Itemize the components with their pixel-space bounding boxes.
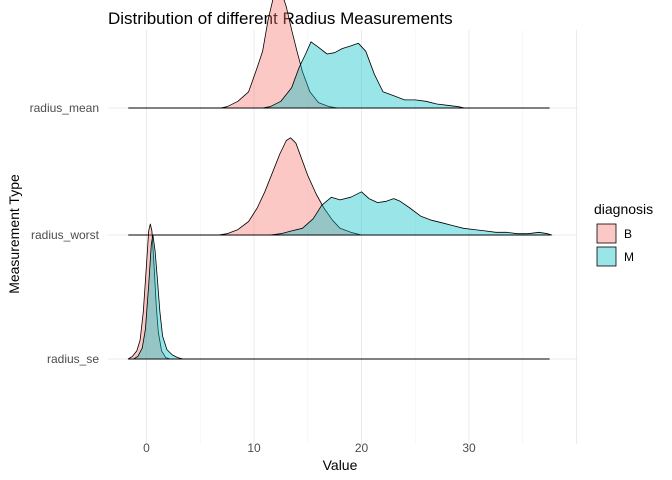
density-radius_worst-B bbox=[218, 137, 362, 236]
legend-key-B bbox=[596, 223, 617, 244]
chart-title: Distribution of different Radius Measure… bbox=[108, 9, 453, 28]
y-tick-label: radius_mean bbox=[30, 101, 99, 115]
density-radius_se-M bbox=[133, 234, 184, 360]
density-radius_se-B bbox=[127, 223, 171, 360]
density-ridges bbox=[127, 0, 553, 360]
density-radius_mean-M bbox=[262, 41, 466, 109]
density-radius_worst-M bbox=[269, 191, 553, 236]
legend: diagnosis BM bbox=[594, 201, 653, 267]
x-tick-label: 0 bbox=[143, 441, 150, 455]
x-tick-label: 30 bbox=[462, 441, 476, 455]
legend-title: diagnosis bbox=[594, 201, 653, 217]
density-radius_mean-B bbox=[220, 0, 339, 109]
x-tick-label: 10 bbox=[247, 441, 261, 455]
y-tick-label: radius_se bbox=[47, 352, 99, 366]
legend-key-M bbox=[596, 246, 617, 267]
legend-label-B: B bbox=[624, 227, 632, 241]
legend-label-M: M bbox=[624, 250, 634, 264]
y-tick-labels: radius_se radius_worst radius_mean bbox=[30, 101, 100, 366]
x-axis-title: Value bbox=[323, 457, 358, 473]
x-tick-labels: 0 10 20 30 bbox=[143, 441, 476, 455]
y-tick-label: radius_worst bbox=[31, 228, 100, 242]
y-axis-title: Measurement Type bbox=[6, 174, 22, 294]
x-tick-label: 20 bbox=[355, 441, 369, 455]
